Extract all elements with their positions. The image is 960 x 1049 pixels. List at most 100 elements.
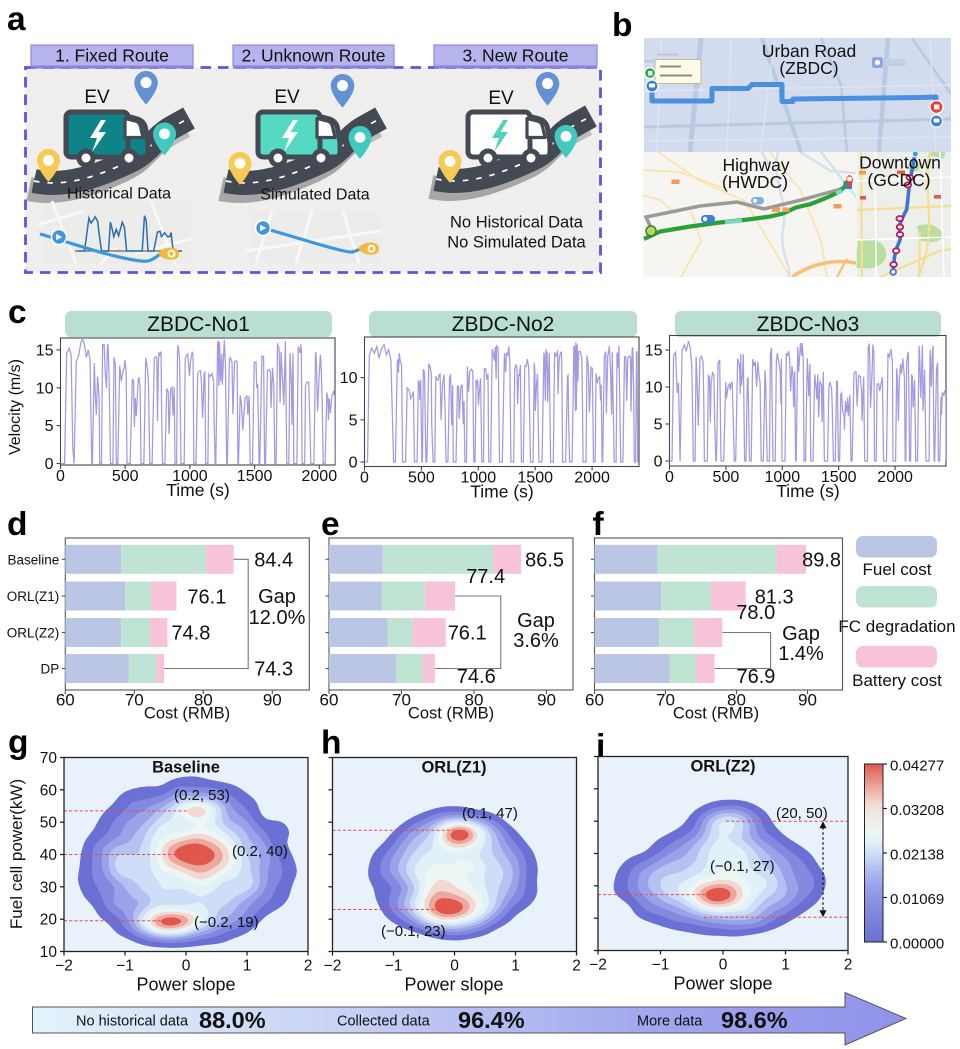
svg-text:86.5: 86.5 xyxy=(525,549,564,571)
svg-text:70: 70 xyxy=(392,691,411,710)
svg-text:ZBDC-No3: ZBDC-No3 xyxy=(757,313,860,336)
svg-text:Power slope: Power slope xyxy=(136,975,235,995)
svg-text:−2: −2 xyxy=(324,958,342,975)
svg-text:d: d xyxy=(7,506,27,543)
svg-text:Time (s): Time (s) xyxy=(470,482,534,502)
svg-text:Urban Road: Urban Road xyxy=(762,41,856,61)
svg-text:DP: DP xyxy=(41,662,60,677)
svg-text:−1: −1 xyxy=(652,957,670,974)
svg-text:(−0.1, 23): (−0.1, 23) xyxy=(381,923,446,940)
svg-text:1000: 1000 xyxy=(765,469,801,486)
svg-text:EV: EV xyxy=(274,87,300,108)
svg-text:1: 1 xyxy=(243,958,252,975)
svg-text:2000: 2000 xyxy=(302,468,338,485)
svg-text:(HWDC): (HWDC) xyxy=(722,172,788,192)
svg-text:1.4%: 1.4% xyxy=(778,643,824,665)
svg-text:76.1: 76.1 xyxy=(187,587,226,609)
svg-text:70: 70 xyxy=(656,691,675,710)
svg-text:Power slope: Power slope xyxy=(404,975,503,995)
svg-text:i: i xyxy=(596,728,605,765)
svg-text:10: 10 xyxy=(36,380,54,397)
svg-text:3.6%: 3.6% xyxy=(513,630,559,652)
svg-text:2000: 2000 xyxy=(574,470,610,487)
svg-text:5: 5 xyxy=(654,417,663,434)
svg-text:60: 60 xyxy=(585,691,604,710)
svg-text:1: 1 xyxy=(511,958,520,975)
svg-text:1: 1 xyxy=(781,957,790,974)
svg-text:0: 0 xyxy=(360,470,369,487)
svg-text:0.02138: 0.02138 xyxy=(890,847,944,864)
svg-text:0: 0 xyxy=(56,468,65,485)
svg-text:1500: 1500 xyxy=(237,468,273,485)
svg-text:1. Fixed Route: 1. Fixed Route xyxy=(55,46,169,66)
svg-text:15: 15 xyxy=(645,343,663,360)
svg-text:ORL(Z2): ORL(Z2) xyxy=(690,758,755,776)
svg-text:(0.1, 47): (0.1, 47) xyxy=(462,805,518,822)
svg-text:0: 0 xyxy=(654,454,663,471)
svg-text:60: 60 xyxy=(56,691,75,710)
svg-text:Baseline: Baseline xyxy=(8,552,60,567)
svg-text:−2: −2 xyxy=(55,958,73,975)
svg-text:ORL(Z1): ORL(Z1) xyxy=(7,589,60,604)
svg-text:0.00000: 0.00000 xyxy=(890,936,944,953)
svg-text:Battery cost: Battery cost xyxy=(852,671,942,690)
svg-text:(GCDC): (GCDC) xyxy=(867,170,930,190)
svg-text:3. New Route: 3. New Route xyxy=(462,46,568,66)
svg-text:2: 2 xyxy=(572,958,581,975)
svg-text:70: 70 xyxy=(125,691,144,710)
svg-text:90: 90 xyxy=(537,691,556,710)
svg-text:Historical Data: Historical Data xyxy=(67,186,171,203)
svg-text:90: 90 xyxy=(263,691,282,710)
svg-text:80: 80 xyxy=(194,691,213,710)
svg-text:76.1: 76.1 xyxy=(448,623,487,645)
svg-text:74.6: 74.6 xyxy=(457,666,496,688)
svg-text:(ZBDC): (ZBDC) xyxy=(779,58,838,78)
svg-text:c: c xyxy=(8,294,27,331)
svg-text:Gap: Gap xyxy=(517,610,555,632)
svg-text:80: 80 xyxy=(727,691,746,710)
svg-text:30: 30 xyxy=(40,879,58,896)
svg-text:76.9: 76.9 xyxy=(737,666,776,688)
svg-text:Cost (RMB): Cost (RMB) xyxy=(408,705,494,723)
svg-text:0: 0 xyxy=(349,455,358,472)
svg-text:No Historical Data: No Historical Data xyxy=(450,214,584,232)
svg-text:2000: 2000 xyxy=(877,469,913,486)
svg-text:40: 40 xyxy=(40,847,58,864)
svg-text:Velocity (m/s): Velocity (m/s) xyxy=(7,359,24,455)
svg-text:(20, 50): (20, 50) xyxy=(776,805,828,822)
svg-text:Collected data: Collected data xyxy=(337,1014,431,1030)
svg-text:0.01069: 0.01069 xyxy=(890,891,944,908)
svg-text:(−0.1, 27): (−0.1, 27) xyxy=(710,858,775,875)
svg-text:Simulated Data: Simulated Data xyxy=(260,187,369,204)
svg-text:Highway: Highway xyxy=(722,155,789,175)
svg-text:12.0%: 12.0% xyxy=(249,607,306,629)
svg-text:0: 0 xyxy=(665,469,674,486)
svg-text:60: 60 xyxy=(40,782,58,799)
svg-text:(0.2, 53): (0.2, 53) xyxy=(174,787,230,804)
svg-text:89.8: 89.8 xyxy=(802,549,841,571)
svg-text:EV: EV xyxy=(84,87,110,108)
svg-text:More data: More data xyxy=(637,1014,703,1030)
svg-text:Downtown: Downtown xyxy=(859,153,941,173)
svg-text:98.6%: 98.6% xyxy=(721,1007,788,1033)
svg-text:ZBDC-No2: ZBDC-No2 xyxy=(452,313,555,336)
svg-text:f: f xyxy=(593,506,605,543)
svg-text:1000: 1000 xyxy=(172,468,208,485)
svg-text:Cost (RMB): Cost (RMB) xyxy=(144,705,230,723)
svg-text:Power slope: Power slope xyxy=(673,974,772,994)
svg-text:88.0%: 88.0% xyxy=(199,1007,266,1033)
svg-text:15: 15 xyxy=(36,342,54,359)
svg-text:96.4%: 96.4% xyxy=(458,1007,525,1033)
svg-text:a: a xyxy=(7,1,26,38)
svg-text:2. Unknown Route: 2. Unknown Route xyxy=(242,46,386,66)
svg-text:20: 20 xyxy=(40,912,58,929)
svg-text:b: b xyxy=(612,7,632,44)
svg-text:No historical data: No historical data xyxy=(76,1014,189,1030)
svg-text:1500: 1500 xyxy=(517,470,553,487)
svg-text:Time (s): Time (s) xyxy=(166,480,230,500)
svg-text:Time (s): Time (s) xyxy=(776,481,840,501)
svg-text:−2: −2 xyxy=(589,957,607,974)
svg-text:500: 500 xyxy=(408,470,435,487)
svg-text:5: 5 xyxy=(45,418,54,435)
svg-text:10: 10 xyxy=(340,370,358,387)
